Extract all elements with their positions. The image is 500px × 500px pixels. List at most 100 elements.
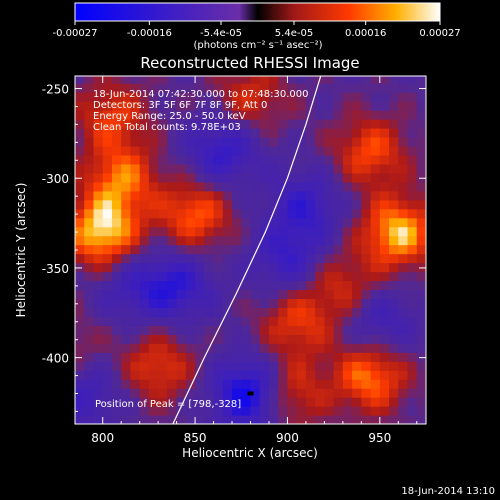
heatmap-cell bbox=[416, 388, 426, 398]
heatmap-cell bbox=[111, 343, 122, 353]
heatmap-cell bbox=[398, 406, 409, 416]
heatmap-cell bbox=[84, 253, 95, 264]
heatmap-cell bbox=[102, 110, 113, 120]
heatmap-cell bbox=[352, 361, 362, 371]
heatmap-cell bbox=[139, 136, 150, 147]
heatmap-cell bbox=[250, 253, 261, 264]
heatmap-cell bbox=[416, 379, 426, 389]
heatmap-cell bbox=[75, 208, 85, 219]
heatmap-cell bbox=[333, 253, 344, 264]
heatmap-cell bbox=[139, 415, 150, 424]
heatmap-cell bbox=[75, 262, 85, 273]
heatmap-cell bbox=[315, 298, 325, 308]
heatmap-cell bbox=[204, 199, 215, 210]
heatmap-cell bbox=[287, 316, 298, 326]
x-axis-label: Heliocentric X (arcsec) bbox=[182, 446, 318, 460]
heatmap-cell bbox=[416, 181, 426, 192]
heatmap-cell bbox=[222, 406, 233, 416]
heatmap-cell bbox=[342, 316, 353, 326]
heatmap-cell bbox=[250, 83, 261, 93]
heatmap-cell bbox=[361, 406, 372, 416]
heatmap-cell bbox=[75, 145, 85, 156]
heatmap-cell bbox=[352, 199, 362, 210]
heatmap-cell bbox=[278, 101, 289, 111]
heatmap-cell bbox=[361, 128, 372, 138]
heatmap-cell bbox=[130, 262, 141, 273]
heatmap-cell bbox=[185, 76, 196, 84]
heatmap-cell bbox=[195, 119, 205, 129]
heatmap-cell bbox=[148, 119, 159, 129]
heatmap-cell bbox=[278, 119, 289, 129]
heatmap-cell bbox=[111, 289, 122, 300]
heatmap-cell bbox=[93, 128, 104, 138]
heatmap-cell bbox=[333, 397, 344, 407]
heatmap-cell bbox=[102, 136, 113, 147]
heatmap-cell bbox=[213, 334, 224, 344]
heatmap-cell bbox=[268, 128, 279, 138]
heatmap-cell bbox=[389, 262, 399, 273]
heatmap-cell bbox=[185, 262, 196, 273]
heatmap-cell bbox=[130, 343, 141, 353]
heatmap-cell bbox=[232, 83, 242, 93]
heatmap-cell bbox=[93, 83, 104, 93]
heatmap-cell bbox=[296, 235, 307, 246]
heatmap-cell bbox=[130, 226, 141, 237]
heatmap-cell bbox=[84, 92, 95, 102]
heatmap-cell bbox=[139, 397, 150, 407]
heatmap-cell bbox=[259, 316, 270, 326]
heatmap-cell bbox=[370, 406, 381, 416]
heatmap-cell bbox=[195, 307, 205, 317]
heatmap-cell bbox=[342, 280, 353, 291]
heatmap-cell bbox=[259, 136, 270, 147]
heatmap-cell bbox=[324, 235, 335, 246]
heatmap-cell bbox=[111, 406, 122, 416]
heatmap-cell bbox=[352, 244, 362, 255]
heatmap-cell bbox=[352, 92, 362, 102]
heatmap-cell bbox=[296, 110, 307, 120]
heatmap-cell bbox=[130, 217, 141, 228]
heatmap-cell bbox=[176, 199, 187, 210]
heatmap-cell bbox=[204, 352, 215, 362]
heatmap-cell bbox=[352, 343, 362, 353]
heatmap-cell bbox=[148, 101, 159, 111]
heatmap-cell bbox=[379, 110, 390, 120]
heatmap-cell bbox=[278, 352, 289, 362]
heatmap-cell bbox=[102, 235, 113, 246]
heatmap-cell bbox=[416, 154, 426, 165]
heatmap-cell bbox=[342, 181, 353, 192]
heatmap-cell bbox=[176, 289, 187, 300]
heatmap-cell bbox=[158, 271, 168, 282]
heatmap-cell bbox=[352, 110, 362, 120]
heatmap-cell bbox=[315, 370, 325, 380]
heatmap-cell bbox=[139, 325, 150, 335]
heatmap-cell bbox=[158, 136, 168, 147]
heatmap-cell bbox=[75, 128, 85, 138]
heatmap-cell bbox=[195, 298, 205, 308]
heatmap-cell bbox=[102, 334, 113, 344]
heatmap-cell bbox=[93, 136, 104, 147]
heatmap-cell bbox=[75, 119, 85, 129]
heatmap-cell bbox=[315, 136, 325, 147]
heatmap-cell bbox=[84, 262, 95, 273]
heatmap-cell bbox=[148, 298, 159, 308]
heatmap-cell bbox=[148, 208, 159, 219]
heatmap-cell bbox=[259, 334, 270, 344]
heatmap-cell bbox=[222, 235, 233, 246]
heatmap-cell bbox=[241, 154, 252, 165]
heatmap-cell bbox=[84, 154, 95, 165]
heatmap-cell bbox=[158, 190, 168, 201]
heatmap-cell bbox=[342, 262, 353, 273]
heatmap-cell bbox=[389, 208, 399, 219]
heatmap-cell bbox=[93, 154, 104, 165]
heatmap-cell bbox=[416, 83, 426, 93]
heatmap-cell bbox=[250, 190, 261, 201]
heatmap-cell bbox=[111, 361, 122, 371]
heatmap-cell bbox=[315, 361, 325, 371]
heatmap-cell bbox=[232, 370, 242, 380]
heatmap-cell bbox=[84, 244, 95, 255]
heatmap-cell bbox=[102, 119, 113, 129]
heatmap-cell bbox=[102, 154, 113, 165]
heatmap-cell bbox=[315, 163, 325, 174]
heatmap-cell bbox=[130, 316, 141, 326]
heatmap-cell bbox=[315, 92, 325, 102]
